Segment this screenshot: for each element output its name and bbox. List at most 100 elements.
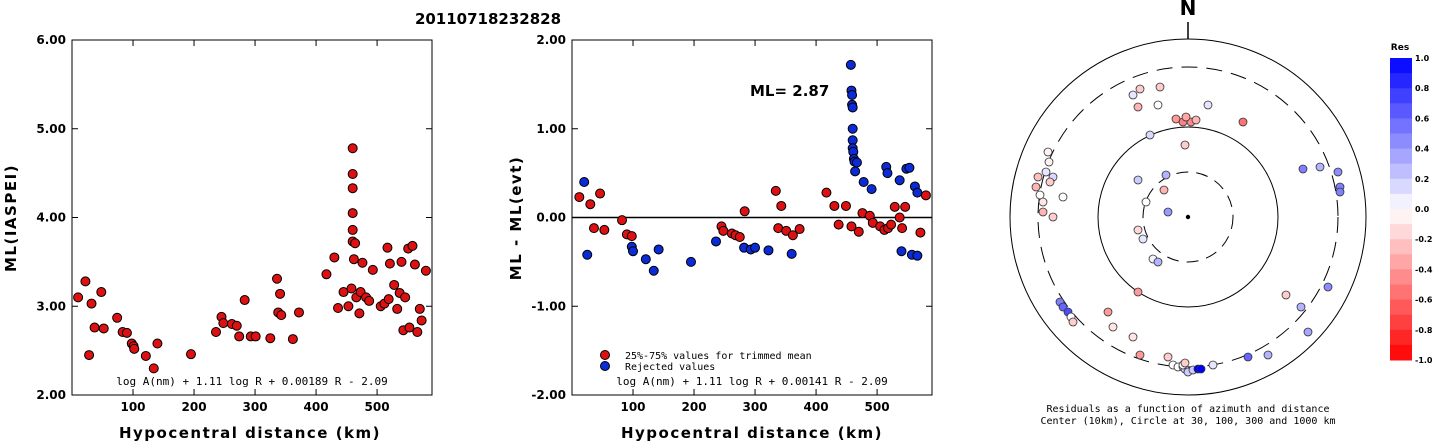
rejected-residual-point (896, 246, 907, 257)
accepted-residual-point (886, 219, 897, 230)
polar-residual-point (1135, 84, 1145, 94)
ml-point (211, 326, 221, 337)
polar-residual-point (1296, 302, 1306, 312)
polar-caption-line-2: Center (10km), Circle at 30, 100, 300 an… (1040, 416, 1335, 427)
rejected-residual-point (912, 187, 923, 198)
ml-point (347, 143, 358, 154)
colorbar-swatch (1390, 118, 1412, 134)
rejected-residual-point (847, 90, 858, 101)
ml-point (404, 322, 415, 333)
legend-rejected-label: Rejected values (625, 362, 715, 373)
ml-point (382, 242, 393, 253)
panel1-x-axis-label: Hypocentral distance (km) (119, 424, 381, 441)
accepted-residual-point (829, 200, 840, 211)
accepted-residual-point (588, 223, 599, 234)
ml-point (347, 224, 358, 235)
polar-residual-point (1263, 350, 1273, 360)
ml-point (350, 238, 361, 249)
colorbar-tick-label: 0.6 (1415, 114, 1430, 123)
accepted-residual-point (889, 201, 900, 212)
panel2-x-ticks: 100 200 300 400 500 (620, 40, 890, 414)
p1-xtick-label: 400 (304, 400, 329, 414)
colorbar-tick-label: 0.8 (1415, 84, 1430, 93)
colorbar-swatch (1390, 344, 1412, 361)
ml-point (148, 363, 159, 374)
p2-ytick-label: 0.00 (536, 211, 566, 225)
rejected-residual-point (628, 246, 639, 257)
p2-ytick-label: 2.00 (536, 33, 566, 47)
p1-ytick-label: 4.00 (36, 211, 66, 225)
ml-point (98, 323, 109, 334)
polar-residual-point (1141, 197, 1151, 207)
ml-point (293, 307, 304, 318)
colorbar-swatch (1390, 88, 1412, 104)
ml-point (420, 265, 431, 276)
polar-residual-point (1108, 322, 1118, 332)
ml-point (347, 183, 358, 194)
polar-residual-point (1031, 182, 1041, 192)
polar-center-dot (1185, 214, 1191, 220)
colorbar-swatch (1390, 269, 1412, 285)
colorbar-swatch (1390, 163, 1412, 180)
ml-point (346, 283, 357, 294)
polar-residual-point (1138, 234, 1148, 244)
polar-residual-point (1180, 358, 1190, 368)
polar-residual-point (1208, 360, 1218, 370)
polar-residual-point (1133, 287, 1143, 297)
colorbar-swatch (1390, 254, 1412, 270)
polar-residual-point (1033, 172, 1043, 182)
rejected-residual-point (904, 162, 915, 173)
accepted-residual-point (599, 224, 610, 235)
polar-residual-point (1191, 115, 1201, 125)
accepted-residual-point (718, 225, 729, 236)
ml-point (321, 269, 332, 280)
polar-residual-point (1243, 352, 1253, 362)
polar-residual-point (1323, 282, 1333, 292)
colorbar-tick-label: 0.0 (1415, 205, 1430, 214)
ml-point (383, 294, 394, 305)
accepted-residual-point (776, 200, 787, 211)
polar-residual-point (1103, 307, 1113, 317)
ml-point (392, 303, 403, 314)
colorbar-tick-label: 1.0 (1415, 54, 1430, 63)
accepted-residual-point (794, 224, 805, 235)
ml-point (89, 322, 100, 333)
polar-residual-point (1133, 225, 1143, 235)
colorbar-swatch (1390, 224, 1412, 240)
colorbar-tick-label: -0.4 (1415, 265, 1433, 274)
ml-point (239, 295, 250, 306)
ml-point (185, 349, 196, 360)
north-label: N (1180, 0, 1197, 20)
legend-accepted-marker (600, 350, 610, 360)
polar-residual-point (1135, 350, 1145, 360)
colorbar-tick-label: -0.2 (1415, 235, 1433, 244)
ml-point (329, 252, 340, 263)
rejected-residual-point (786, 248, 797, 259)
rejected-residual-point (851, 157, 862, 168)
panel2-y-axis-label: ML - ML(evt) (507, 156, 525, 280)
polar-residual-point (1238, 117, 1248, 127)
ml-annotation: ML= 2.87 (750, 82, 829, 100)
ml-point (73, 292, 84, 303)
accepted-residual-point (574, 192, 585, 203)
rejected-residual-point (912, 250, 923, 261)
polar-residual-point (1133, 102, 1143, 112)
p2-xtick-label: 400 (804, 400, 829, 414)
colorbar-tick-label: 0.4 (1415, 145, 1430, 154)
colorbar-swatch (1390, 193, 1412, 210)
ml-point (86, 298, 97, 309)
ml-point (121, 327, 132, 338)
polar-residual-point (1128, 90, 1138, 100)
p2-ytick-label: -1.00 (531, 299, 566, 313)
rejected-residual-point (685, 256, 696, 267)
p1-ytick-label: 2.00 (36, 388, 66, 402)
colorbar-tick-label: -1.0 (1415, 356, 1433, 365)
polar-residual-point (1153, 257, 1163, 267)
rejected-residual-point (640, 254, 651, 265)
p2-xtick-label: 500 (865, 400, 890, 414)
accepted-residual-point (840, 200, 851, 211)
residual-colorbar: Res 1.0 0.8 0.6 0.4 0.2 0.0 -0.2 -0.4 -0.6 -0.8 -1… (1390, 43, 1433, 365)
rejected-residual-point (847, 123, 858, 134)
rejected-residual-point (582, 249, 593, 260)
ml-point (112, 312, 123, 323)
